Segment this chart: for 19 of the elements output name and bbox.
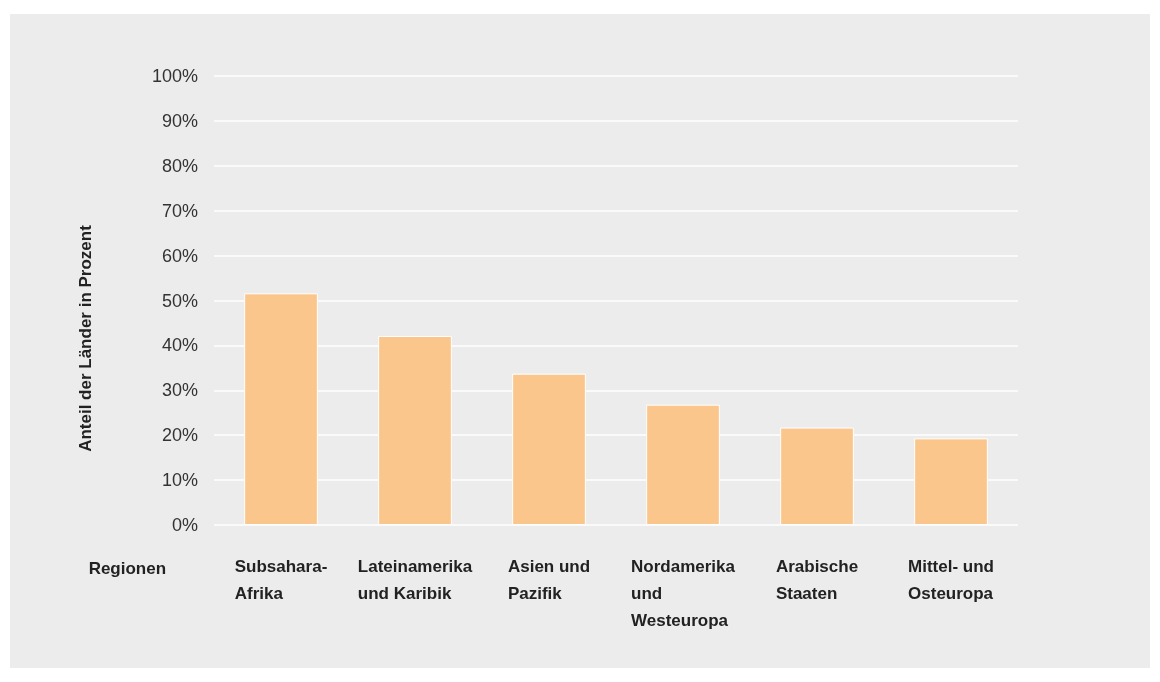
x-tick-label: Arabische Staaten [775, 557, 859, 603]
y-tick-label: 10% [161, 470, 198, 491]
x-tick-label: Mittel- und Osteuropa [908, 557, 994, 603]
x-tick-label: Asien und Pazifik [507, 557, 591, 603]
y-tick-label: 90% [161, 110, 198, 131]
y-tick-label: 100% [151, 66, 198, 86]
x-axis-title: Regionen [88, 559, 167, 578]
y-axis-title: Anteil der Länder in Prozent [76, 224, 95, 452]
y-tick-label: 80% [161, 155, 198, 176]
y-tick-label: 0% [171, 515, 198, 535]
x-tick-label: Lateinamerika und Karibik [357, 557, 473, 603]
x-tick-label: Nordamerika und Westeuropa [631, 557, 736, 630]
y-tick-label: 40% [161, 335, 198, 356]
y-tick-label: 20% [161, 425, 198, 446]
y-tick-label: 70% [161, 200, 198, 221]
y-tick-label: 30% [161, 380, 198, 401]
y-tick-label: 50% [161, 290, 198, 311]
x-tick-label: Subsahara-Afrika [234, 557, 328, 603]
y-tick-label: 60% [161, 245, 198, 266]
